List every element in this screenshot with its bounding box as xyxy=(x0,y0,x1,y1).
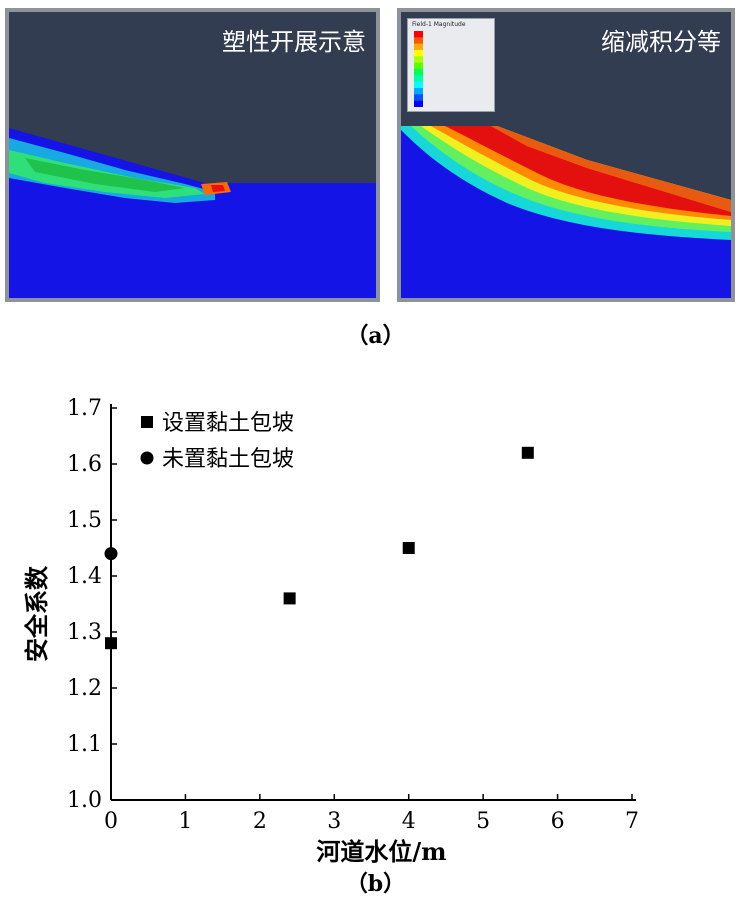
chart-axes xyxy=(110,404,636,801)
colorbar-swatch xyxy=(414,100,423,107)
field-legend-title: Field-1 Magnitude xyxy=(412,21,466,28)
displacement-panel: Field-1 Magnitude 缩减积分等 xyxy=(397,8,735,302)
x-tick-label: 5 xyxy=(476,809,490,834)
point-circle xyxy=(104,547,118,561)
colorbar-swatch xyxy=(414,69,423,76)
y-tick-label: 1.7 xyxy=(67,396,102,421)
field-legend-colorbar xyxy=(414,31,423,107)
colorbar-swatch xyxy=(414,37,423,44)
y-axis-label: 安全系数 xyxy=(22,565,51,662)
plastic-zone-panel: 塑性开展示意 xyxy=(5,8,380,302)
x-tick-label: 0 xyxy=(104,809,118,834)
y-tick-label: 1.4 xyxy=(67,564,102,589)
legend-label: 设置黏土包坡 xyxy=(162,411,294,436)
x-axis-label: 河道水位/m xyxy=(316,837,446,866)
colorbar-swatch xyxy=(414,88,423,95)
x-tick-label: 1 xyxy=(178,809,192,834)
right-panel-title: 缩减积分等 xyxy=(601,28,721,56)
caption-b: （b） xyxy=(345,871,406,897)
point-square xyxy=(105,637,117,650)
chart-marks xyxy=(104,446,534,650)
x-tick-label: 2 xyxy=(253,809,267,834)
chart-ticks: 0 1 2 3 4 5 6 7 1.0 1.1 1.2 1.3 1.4 1.5 1.6 1.7 xyxy=(67,396,639,834)
safety-factor-chart: 0 1 2 3 4 5 6 7 1.0 1.1 1.2 1.3 1.4 1.5 1.6 1.7 设置黏土包坡未… xyxy=(22,396,639,866)
y-tick-label: 1.0 xyxy=(67,788,102,813)
colorbar-swatch xyxy=(414,43,423,51)
x-tick-label: 4 xyxy=(402,809,416,834)
caption-a: （a） xyxy=(346,323,405,349)
legend-marker-circle xyxy=(140,451,154,465)
colorbar-swatch xyxy=(414,56,423,63)
y-tick-label: 1.3 xyxy=(67,620,102,645)
colorbar-swatch xyxy=(414,50,423,57)
y-tick-label: 1.6 xyxy=(67,452,102,477)
x-tick-label: 6 xyxy=(551,809,565,834)
plastic-zone-image xyxy=(5,8,380,302)
point-square xyxy=(402,542,415,554)
colorbar-swatch xyxy=(414,94,423,101)
colorbar-swatch xyxy=(414,81,423,89)
y-tick-label: 1.1 xyxy=(67,732,102,757)
displacement-contour-image xyxy=(397,8,735,302)
colorbar-swatch xyxy=(414,75,423,82)
x-tick-label: 3 xyxy=(327,809,341,834)
x-tick-label: 7 xyxy=(625,809,639,834)
point-square xyxy=(521,446,534,459)
point-square xyxy=(283,592,296,605)
legend-marker-square xyxy=(141,416,153,428)
y-tick-label: 1.5 xyxy=(67,508,102,533)
colorbar-swatch xyxy=(414,62,423,70)
legend-label: 未置黏土包坡 xyxy=(162,447,294,472)
field-legend: Field-1 Magnitude xyxy=(407,18,495,112)
y-tick-label: 1.2 xyxy=(67,676,102,701)
left-panel-title: 塑性开展示意 xyxy=(222,28,366,56)
colorbar-swatch xyxy=(414,31,423,38)
